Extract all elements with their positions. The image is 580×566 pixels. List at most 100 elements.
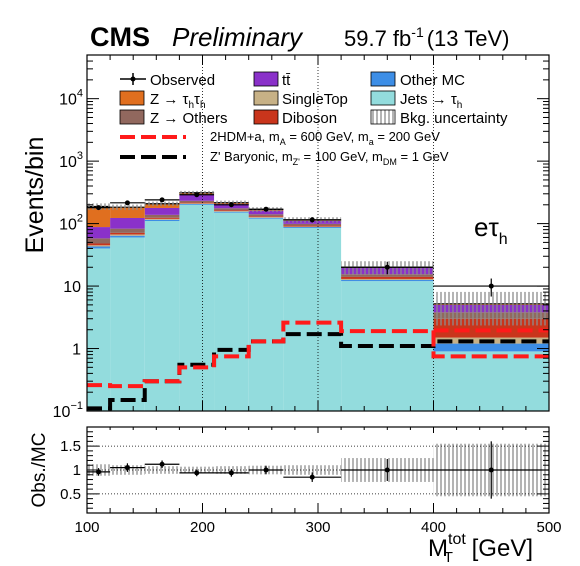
stack-bar (283, 223, 342, 226)
y-tick-label: 104 (59, 88, 83, 109)
stack-bar (248, 218, 284, 411)
legend-singletop: SingleTop (253, 90, 348, 108)
stack-bar (214, 208, 249, 211)
bkg-uncertainty-band (433, 291, 549, 326)
ratio-point (159, 461, 165, 467)
x-tick-label: 500 (536, 519, 561, 536)
signal-2hdm-line (87, 320, 549, 389)
stack-bar (87, 246, 111, 249)
channel-label: eτh (474, 212, 508, 248)
main-plot (87, 55, 549, 411)
legend-z-tautau: Z → τhτh (119, 90, 206, 111)
svg-text:Z → Others: Z → Others (150, 110, 228, 127)
legend-other-mc: Other MC (370, 71, 465, 89)
cms-label: CMS (90, 22, 150, 52)
stack-bar (433, 351, 549, 411)
x-tick-label: 200 (190, 519, 215, 536)
y-tick-label: 10−1 (53, 400, 83, 421)
svg-text:tt̄: tt̄ (282, 72, 291, 89)
stack-bar (341, 274, 434, 277)
legend-signal-zprime: Z' Baryonic, mZ' = 100 GeV, mDM = 1 GeV (120, 149, 449, 167)
x-axis-label: Mtot T [GeV] (428, 531, 533, 566)
stack-bar (87, 245, 111, 247)
stack-bar (283, 228, 342, 411)
ratio-point (488, 467, 494, 473)
stack-bar (179, 194, 215, 201)
legend-diboson: Diboson (253, 109, 337, 127)
x-tick-label: 300 (305, 519, 330, 536)
legend-bkg-uncertainty: Bkg. uncertainty (370, 109, 508, 127)
stack-bar (283, 227, 342, 229)
svg-text:Jets → τh: Jets → τh (400, 91, 462, 111)
svg-text:SingleTop: SingleTop (282, 91, 348, 108)
stack-bar (179, 200, 215, 203)
observed-point (263, 206, 269, 212)
stack-bar (214, 211, 249, 213)
ratio-y-tick-label: 1.5 (60, 438, 81, 455)
y-tick-label: 102 (59, 213, 83, 234)
stack-bar (283, 226, 342, 228)
stack-bar (214, 210, 249, 212)
y-tick-label: 10 (63, 279, 81, 296)
observed-point (124, 200, 130, 206)
overlay-layer: 100 200 300 400 500 10−1 1 10 102 103 104 0.5 1 1.5 (53, 54, 562, 536)
stack-bar (110, 234, 145, 236)
preliminary-label: Preliminary (172, 22, 304, 52)
ratio-point (309, 474, 315, 480)
ratio-point (263, 467, 269, 473)
stack-bar (87, 248, 111, 411)
stack-bar (341, 281, 434, 411)
stack-bar (110, 232, 145, 235)
stack-bar (248, 214, 284, 217)
stack-bar (110, 217, 145, 229)
stack-bar (248, 217, 284, 218)
stack-bar (179, 203, 215, 204)
stack-bar (110, 228, 145, 233)
svg-text:Observed: Observed (150, 72, 215, 89)
legend: Observed tt̄ Other MC Z → τhτh SingleTop… (119, 71, 508, 167)
stack-bar (144, 207, 180, 215)
stack-bar (144, 221, 180, 411)
svg-text:Z' Baryonic, mZ' = 100 GeV, mD: Z' Baryonic, mZ' = 100 GeV, mDM = 1 GeV (210, 149, 449, 167)
ratio-point (384, 467, 390, 473)
stack-bar (144, 219, 180, 222)
stack-bar (179, 204, 215, 411)
ratio-point (228, 470, 234, 476)
stack-bar (214, 211, 249, 212)
stack-bar (248, 216, 284, 218)
bkg-uncertainty-band (110, 204, 145, 211)
legend-signal-2hdm: 2HDM+a, mA = 600 GeV, ma = 200 GeV (120, 129, 440, 147)
stack-bar (341, 280, 434, 282)
stack-bar (341, 276, 434, 279)
stack-bar (87, 238, 111, 244)
legend-ttbar: tt̄ (253, 71, 291, 89)
stack-bar (110, 237, 145, 411)
ratio-y-axis-label: Obs./MC (29, 433, 50, 508)
svg-text:2HDM+a, mA = 600 GeV, ma = 200: 2HDM+a, mA = 600 GeV, ma = 200 GeV (210, 129, 440, 147)
svg-text:Bkg. uncertainty: Bkg. uncertainty (400, 110, 508, 127)
observed-point (194, 192, 200, 198)
observed-point (488, 283, 494, 289)
stack-bar (87, 243, 111, 246)
observed-point (228, 202, 234, 208)
ratio-point (96, 469, 102, 475)
y-axis-label: Events/bin (21, 137, 49, 254)
observed-point (309, 217, 315, 223)
stack-bar (179, 203, 215, 205)
x-tick-label: 100 (74, 519, 99, 536)
ratio-y-tick-label: 1 (73, 462, 81, 479)
svg-text:Diboson: Diboson (282, 110, 337, 127)
ratio-point (124, 465, 130, 471)
stack-bar (248, 217, 284, 219)
y-tick-label: 103 (59, 150, 83, 171)
ratio-y-tick-label: 0.5 (60, 486, 81, 503)
legend-observed: Observed (120, 72, 215, 89)
stack-bar (87, 227, 111, 239)
x-tick-label: 400 (421, 519, 446, 536)
svg-text:Z → τhτh: Z → τhτh (150, 91, 206, 111)
observed-point (384, 264, 390, 270)
observed-point (96, 205, 102, 211)
stack-bar (87, 206, 111, 228)
stack-bar (433, 343, 549, 352)
